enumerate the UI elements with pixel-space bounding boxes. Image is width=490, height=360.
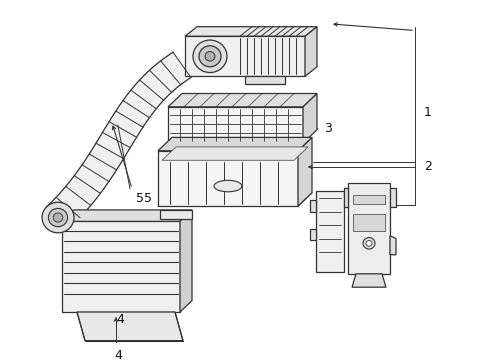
Polygon shape [62, 210, 192, 221]
Polygon shape [245, 76, 285, 84]
Polygon shape [62, 221, 180, 312]
Circle shape [49, 208, 68, 227]
Polygon shape [352, 274, 386, 287]
Polygon shape [305, 27, 317, 76]
Polygon shape [162, 147, 308, 160]
Text: 4: 4 [116, 313, 124, 326]
Polygon shape [180, 210, 192, 312]
Circle shape [205, 51, 215, 61]
Polygon shape [158, 138, 312, 151]
Polygon shape [353, 214, 385, 231]
Circle shape [363, 238, 375, 249]
Polygon shape [185, 36, 305, 76]
Circle shape [193, 40, 227, 72]
Polygon shape [353, 195, 385, 204]
Text: 3: 3 [324, 122, 332, 135]
Polygon shape [310, 201, 316, 212]
Circle shape [199, 46, 221, 67]
Circle shape [53, 213, 63, 222]
Text: 1: 1 [424, 106, 432, 119]
Polygon shape [344, 188, 348, 207]
Text: 2: 2 [424, 161, 432, 174]
Polygon shape [303, 94, 317, 143]
Polygon shape [185, 27, 317, 36]
Polygon shape [310, 229, 316, 240]
Polygon shape [390, 188, 396, 207]
Polygon shape [316, 191, 344, 272]
Polygon shape [160, 210, 192, 220]
Text: 5: 5 [144, 192, 152, 205]
Polygon shape [168, 107, 303, 143]
Text: 5: 5 [136, 192, 144, 205]
Polygon shape [390, 236, 396, 255]
Polygon shape [47, 52, 191, 228]
Polygon shape [77, 312, 183, 341]
Circle shape [366, 240, 372, 246]
Polygon shape [158, 193, 312, 206]
Polygon shape [348, 183, 390, 274]
Ellipse shape [214, 180, 242, 192]
Circle shape [42, 202, 74, 233]
Polygon shape [168, 94, 317, 107]
Polygon shape [158, 151, 298, 206]
Polygon shape [298, 138, 312, 206]
Text: 4: 4 [114, 350, 122, 360]
